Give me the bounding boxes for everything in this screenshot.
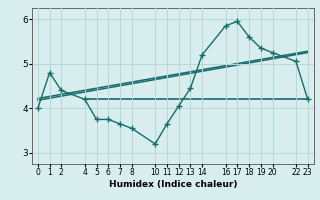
- X-axis label: Humidex (Indice chaleur): Humidex (Indice chaleur): [108, 180, 237, 189]
